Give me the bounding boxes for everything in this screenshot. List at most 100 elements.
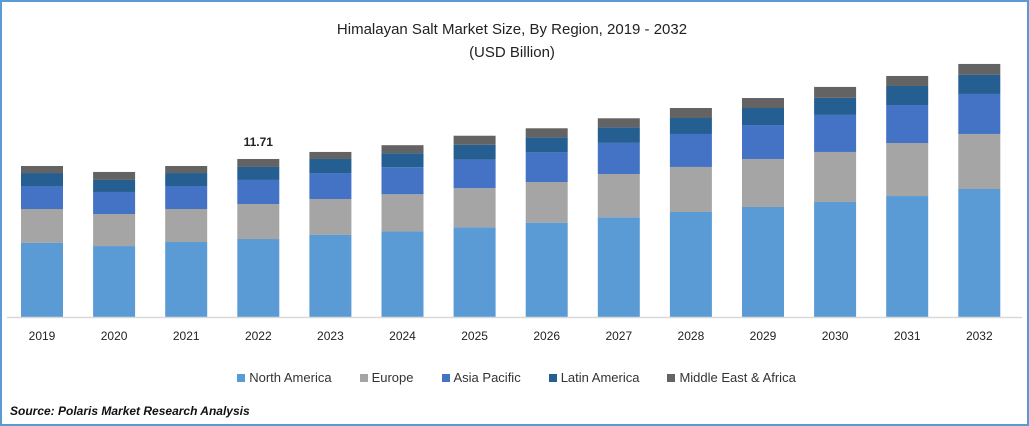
bar-segment-latin-america-2031 [886, 85, 929, 106]
x-tick-label-2022: 2022 [245, 329, 272, 343]
bar-segment-latin-america-2030 [814, 97, 857, 115]
x-tick-label-2021: 2021 [173, 329, 200, 343]
bar-segment-middle-east-africa-2029 [742, 98, 784, 109]
x-tick-label-2024: 2024 [389, 329, 416, 343]
bar-segment-asia-pacific-2021 [165, 186, 208, 210]
bar-segment-asia-pacific-2023 [309, 173, 352, 199]
bar-segment-north-america-2019 [21, 242, 63, 318]
bar-segment-latin-america-2024 [381, 153, 424, 168]
bar-segment-europe-2023 [309, 199, 352, 235]
legend-item-middle-east-africa: Middle East & Africa [667, 370, 796, 385]
bar-segment-north-america-2024 [381, 231, 424, 318]
bar-segment-middle-east-africa-2027 [597, 118, 640, 128]
bar-segment-asia-pacific-2031 [886, 105, 929, 144]
bar-segment-north-america-2022 [237, 239, 280, 318]
bar-segment-latin-america-2032 [958, 74, 1001, 94]
bar-segment-asia-pacific-2028 [669, 133, 712, 167]
bar-segment-asia-pacific-2025 [453, 159, 496, 189]
bar-segment-north-america-2020 [93, 246, 136, 318]
bar-segment-europe-2020 [93, 214, 136, 247]
legend-swatch [237, 373, 246, 382]
legend-label: Latin America [560, 370, 640, 385]
bar-segment-europe-2031 [886, 143, 929, 197]
legend-label: North America [249, 370, 332, 385]
bar-segment-europe-2032 [958, 133, 1001, 189]
x-tick-label-2031: 2031 [894, 329, 921, 343]
bar-segment-north-america-2031 [886, 196, 929, 318]
bar-segment-asia-pacific-2032 [958, 93, 1001, 134]
bar-segment-europe-2026 [525, 182, 568, 223]
bar-segment-north-america-2025 [453, 227, 496, 318]
legend-label: Europe [371, 370, 414, 385]
bar-segment-latin-america-2023 [309, 158, 352, 174]
bar-segment-asia-pacific-2029 [742, 125, 784, 159]
chart-subtitle: (USD Billion) [469, 44, 555, 61]
bar-segment-europe-2029 [742, 158, 784, 207]
bar-segment-latin-america-2022 [237, 166, 280, 180]
legend-item-north-america: North America [237, 370, 332, 385]
x-tick-label-2029: 2029 [750, 329, 777, 343]
legend-item-europe: Europe [359, 370, 414, 385]
bar-segment-middle-east-africa-2023 [309, 151, 352, 159]
bar-segment-asia-pacific-2030 [814, 114, 857, 152]
bar-segment-middle-east-africa-2030 [814, 86, 857, 98]
bar-segment-latin-america-2028 [669, 118, 712, 134]
bar-segment-latin-america-2019 [21, 173, 63, 187]
bar-segment-middle-east-africa-2026 [525, 128, 568, 138]
bar-segment-middle-east-africa-2022 [237, 158, 280, 167]
x-tick-label-2023: 2023 [317, 329, 344, 343]
legend-swatch [359, 373, 368, 382]
legend: North America Europe Asia Pacific Latin Ame… [2, 370, 1027, 385]
bar-segment-europe-2028 [669, 166, 712, 212]
data-label-2022: 11.71 [244, 135, 274, 149]
x-tick-label-2026: 2026 [533, 329, 560, 343]
bar-segment-asia-pacific-2020 [93, 191, 136, 215]
bar-segment-north-america-2028 [669, 211, 712, 318]
bar-segment-middle-east-africa-2021 [165, 166, 208, 174]
bar-segment-middle-east-africa-2019 [21, 166, 63, 174]
x-tick-label-2020: 2020 [101, 329, 128, 343]
bar-segment-latin-america-2029 [742, 108, 784, 126]
bar-segment-europe-2022 [237, 204, 280, 240]
bar-segment-europe-2030 [814, 151, 857, 202]
source-note: Source: Polaris Market Research Analysis [10, 404, 250, 418]
legend-swatch [667, 373, 676, 382]
chart-title: Himalayan Salt Market Size, By Region, 2… [337, 21, 687, 38]
bar-segment-north-america-2023 [309, 234, 352, 318]
bar-segment-middle-east-africa-2031 [886, 75, 929, 86]
bar-segment-middle-east-africa-2024 [381, 145, 424, 154]
bar-segment-asia-pacific-2022 [237, 179, 280, 205]
bar-segment-asia-pacific-2027 [597, 142, 640, 174]
legend-label: Middle East & Africa [679, 370, 796, 385]
bar-segment-middle-east-africa-2025 [453, 135, 496, 145]
bar-segment-europe-2025 [453, 188, 496, 228]
bar-segment-latin-america-2026 [525, 137, 568, 153]
x-tick-label-2032: 2032 [966, 329, 993, 343]
bar-segment-europe-2019 [21, 209, 63, 243]
bar-segment-asia-pacific-2024 [381, 167, 424, 195]
legend-swatch [548, 373, 557, 382]
bar-segment-asia-pacific-2026 [525, 152, 568, 183]
bar-segment-latin-america-2025 [453, 144, 496, 160]
legend-swatch [441, 373, 450, 382]
bar-segment-europe-2021 [165, 209, 208, 242]
bar-segment-middle-east-africa-2032 [958, 63, 1001, 75]
x-tick-label-2030: 2030 [822, 329, 849, 343]
bar-segment-middle-east-africa-2020 [93, 171, 136, 180]
bar-segment-middle-east-africa-2028 [669, 108, 712, 119]
bar-segment-north-america-2029 [742, 206, 784, 318]
x-tick-label-2025: 2025 [461, 329, 488, 343]
bar-segment-europe-2027 [597, 173, 640, 218]
bar-segment-asia-pacific-2019 [21, 186, 63, 210]
legend-item-latin-america: Latin America [548, 370, 640, 385]
x-tick-label-2019: 2019 [29, 329, 56, 343]
bar-segment-north-america-2021 [165, 241, 208, 318]
legend-item-asia-pacific: Asia Pacific [441, 370, 521, 385]
bar-segment-latin-america-2021 [165, 173, 208, 187]
x-tick-label-2027: 2027 [605, 329, 632, 343]
bar-segment-latin-america-2020 [93, 179, 136, 192]
legend-label: Asia Pacific [453, 370, 521, 385]
bar-segment-europe-2024 [381, 194, 424, 232]
